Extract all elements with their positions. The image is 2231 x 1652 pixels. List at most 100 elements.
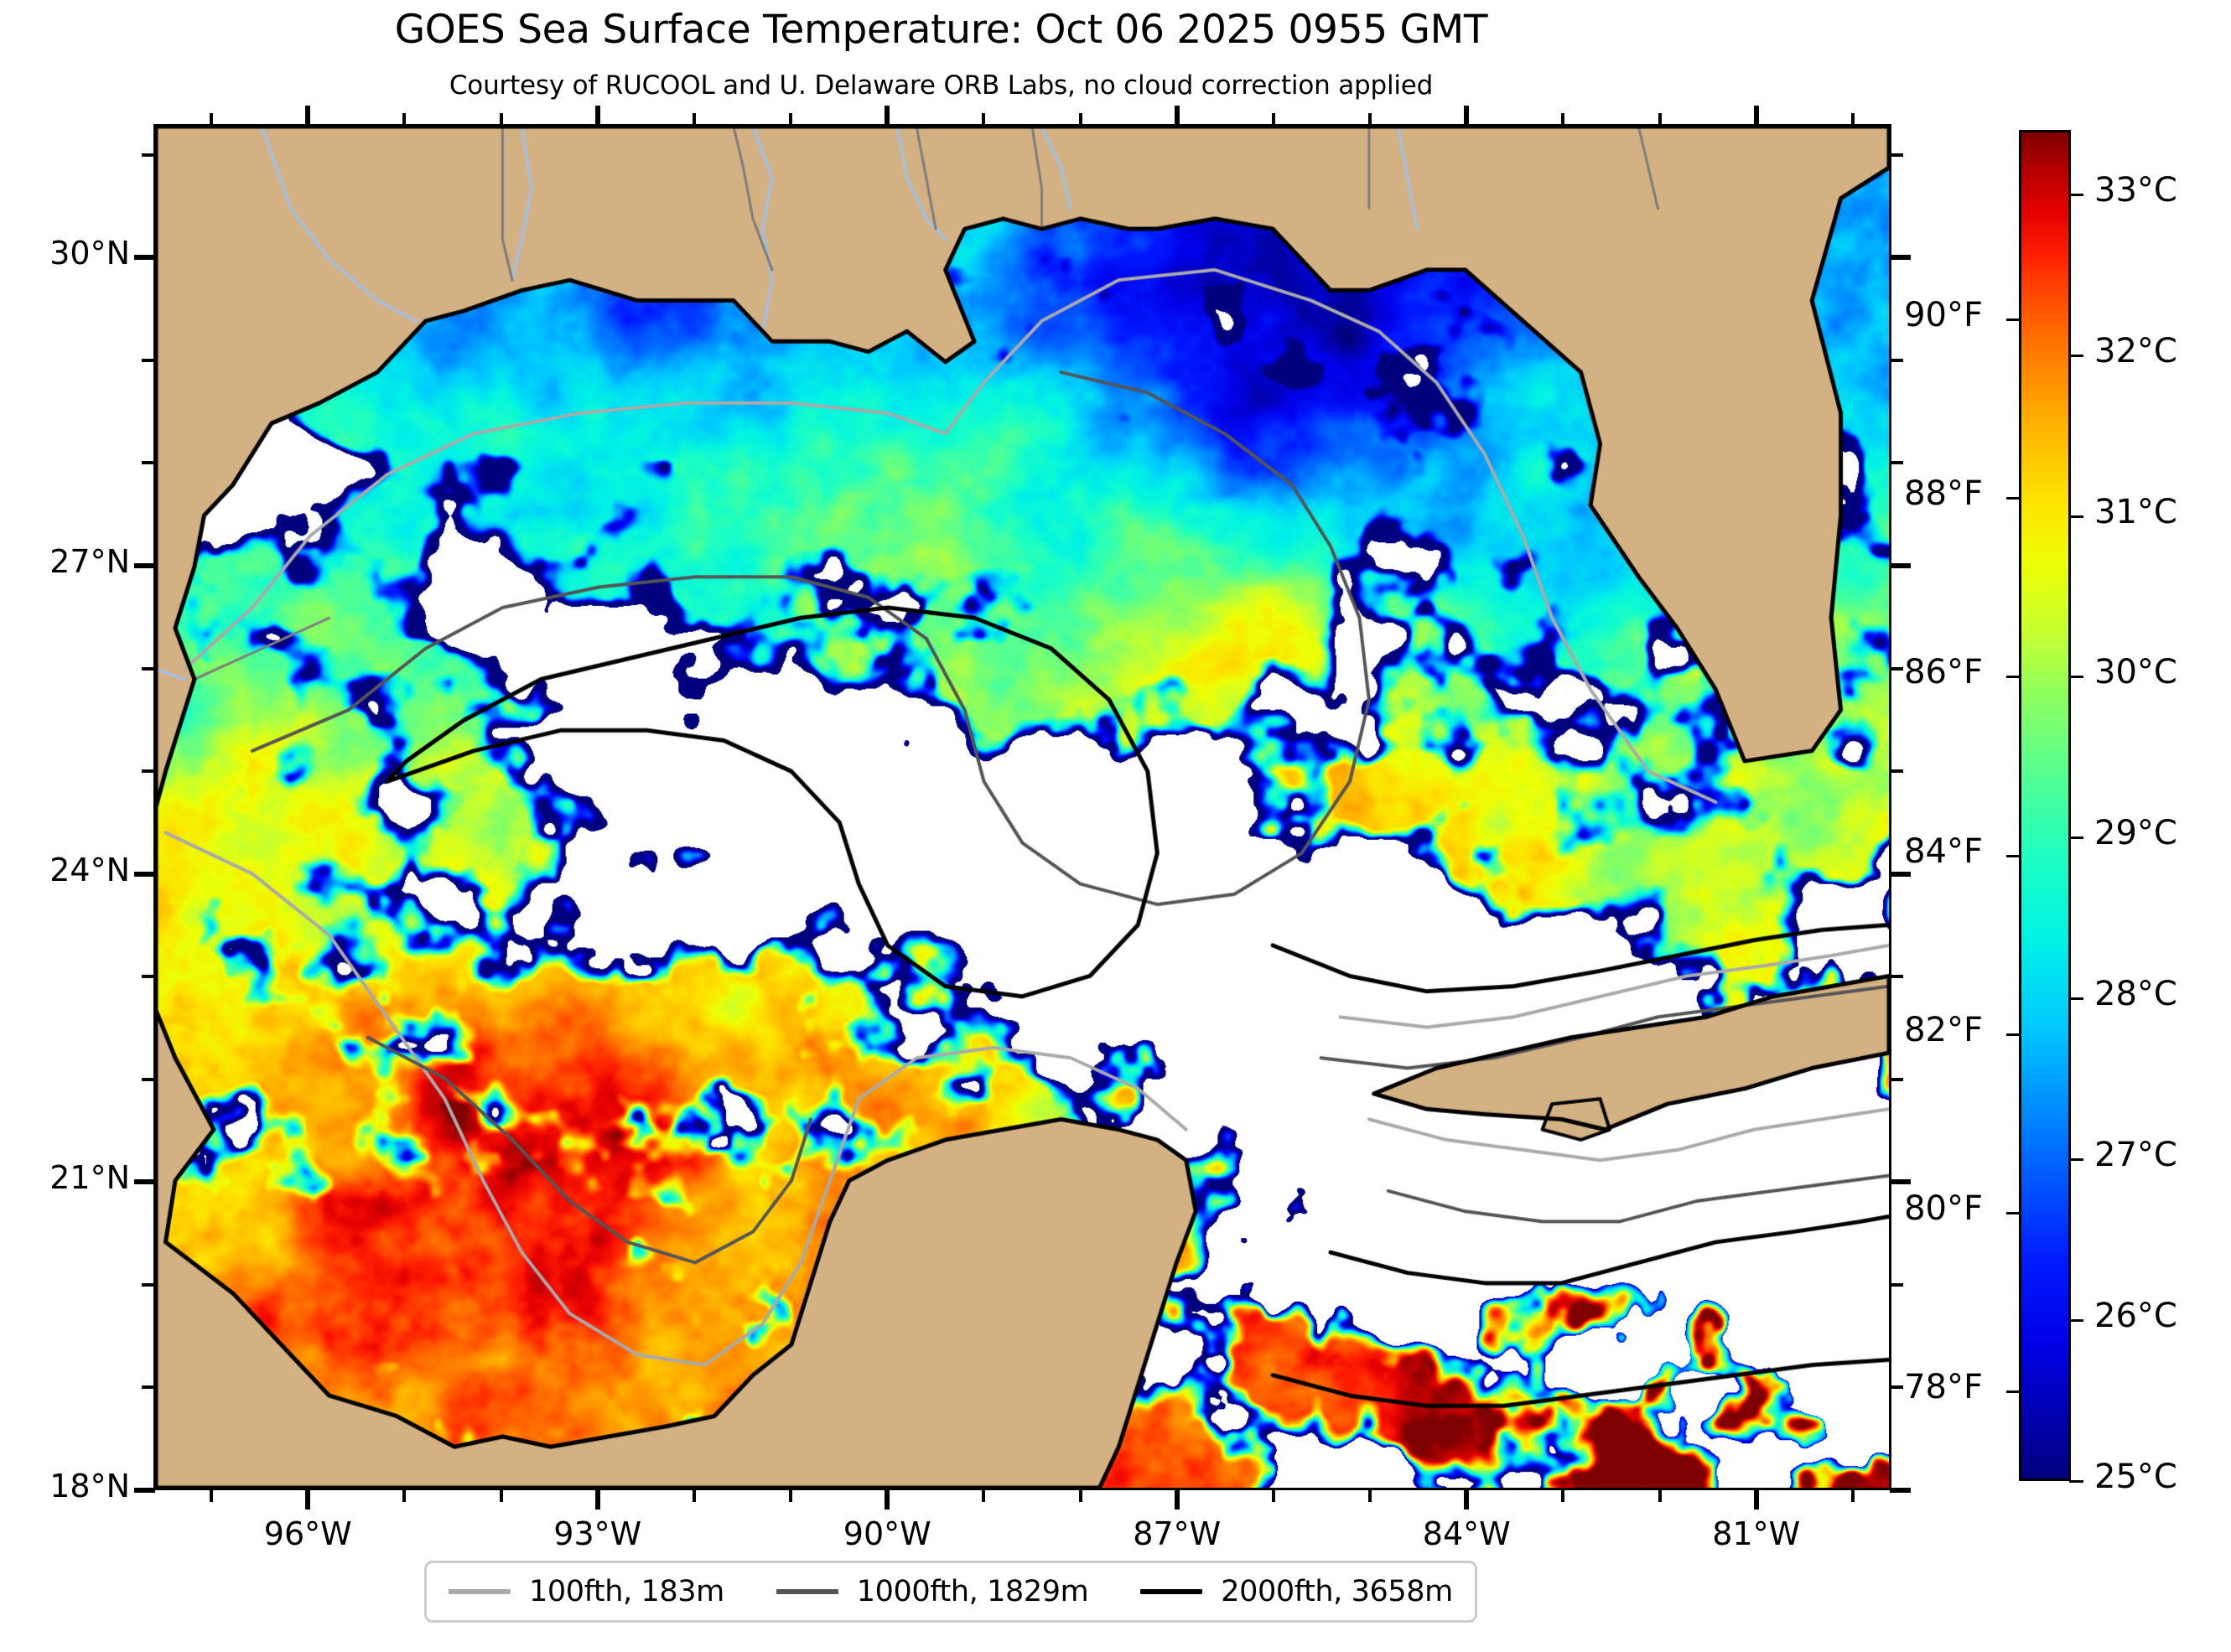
page-subtitle: Courtesy of RUCOOL and U. Delaware ORB L… <box>449 70 1434 101</box>
lon-tick-major <box>1174 1489 1180 1510</box>
colorbar-label-fahrenheit: 78°F <box>1904 1368 1983 1407</box>
lat-tick-major <box>134 1488 155 1493</box>
lon-tick-minor <box>1271 1489 1275 1502</box>
lon-label: 93°W <box>553 1515 642 1552</box>
lat-tick-right-major <box>1890 1179 1911 1185</box>
lat-tick-minor <box>142 153 155 157</box>
lon-tick-minor <box>499 1489 503 1502</box>
legend-item-1000fth[interactable]: 1000fth, 1829m <box>776 1575 1089 1608</box>
colorbar-label-fahrenheit: 88°F <box>1904 474 1983 514</box>
lon-tick-top-minor <box>499 113 503 127</box>
colorbar-label-celsius: 25°C <box>2094 1458 2177 1496</box>
colorbar-tick-celsius <box>2069 836 2083 840</box>
lon-tick-top-major <box>1464 106 1470 127</box>
lon-tick-major <box>305 1489 311 1510</box>
lat-tick-right-minor <box>1890 461 1903 465</box>
colorbar-label-fahrenheit: 82°F <box>1904 1010 1983 1049</box>
lon-tick-major <box>1464 1489 1470 1510</box>
lat-tick-right-minor <box>1890 769 1903 774</box>
colorbar-tick-fahrenheit <box>2006 1390 2021 1394</box>
legend-item-2000fth[interactable]: 2000fth, 3658m <box>1140 1575 1453 1608</box>
bathymetry-legend: 100fth, 183m 1000fth, 1829m 2000fth, 365… <box>424 1561 1477 1623</box>
colorbar-label-celsius: 26°C <box>2094 1297 2177 1336</box>
colorbar-tick-celsius <box>2069 1319 2083 1323</box>
colorbar-label-celsius: 33°C <box>2094 170 2177 210</box>
lon-tick-minor <box>1850 1489 1855 1502</box>
lat-tick-minor <box>142 358 155 362</box>
lon-tick-top-minor <box>1658 113 1662 127</box>
lon-label: 90°W <box>843 1515 931 1552</box>
lon-tick-minor <box>1368 1489 1372 1502</box>
colorbar-label-fahrenheit: 86°F <box>1904 653 1983 692</box>
lat-tick-minor <box>142 666 155 671</box>
colorbar-tick-celsius <box>2069 193 2083 196</box>
page-title: GOES Sea Surface Temperature: Oct 06 202… <box>394 7 1488 53</box>
lat-label: 21°N <box>49 1159 130 1197</box>
lon-tick-top-minor <box>1271 113 1275 127</box>
legend-item-100fth[interactable]: 100fth, 183m <box>449 1575 724 1608</box>
colorbar-tick-celsius <box>2069 676 2083 679</box>
lat-tick-right-minor <box>1890 1385 1903 1390</box>
legend-label-2000fth: 2000fth, 3658m <box>1221 1575 1453 1608</box>
colorbar-tick-celsius <box>2069 1480 2083 1483</box>
lon-tick-top-minor <box>402 113 407 127</box>
lon-tick-minor <box>692 1489 696 1502</box>
lat-tick-right-minor <box>1890 153 1903 157</box>
colorbar-tick-celsius <box>2069 515 2083 518</box>
sst-heatmap-canvas <box>156 127 1889 1488</box>
colorbar-label-celsius: 29°C <box>2094 814 2177 853</box>
lat-tick-major <box>134 1179 155 1185</box>
lon-label: 81°W <box>1712 1515 1801 1552</box>
colorbar-label-fahrenheit: 80°F <box>1904 1189 1983 1229</box>
colorbar-tick-fahrenheit <box>2006 497 2021 500</box>
colorbar-label-celsius: 27°C <box>2094 1136 2177 1175</box>
lon-tick-major <box>1753 1489 1759 1510</box>
lon-tick-minor <box>402 1489 407 1502</box>
lat-tick-right-minor <box>1890 975 1903 979</box>
lat-label: 24°N <box>49 851 130 888</box>
lat-tick-major <box>134 562 155 568</box>
legend-line-2000fth <box>1140 1589 1203 1594</box>
colorbar-label-celsius: 28°C <box>2094 975 2177 1014</box>
legend-label-100fth: 100fth, 183m <box>529 1575 724 1608</box>
sst-map-plot-area[interactable] <box>153 124 1891 1490</box>
lat-tick-right-minor <box>1890 358 1903 362</box>
colorbar-tick-celsius <box>2069 997 2083 1001</box>
lon-tick-minor <box>1561 1489 1565 1502</box>
lon-label: 96°W <box>263 1515 352 1552</box>
lon-tick-major <box>594 1489 600 1510</box>
lon-tick-top-major <box>1174 106 1180 127</box>
lat-tick-minor <box>142 769 155 774</box>
lat-tick-right-major <box>1890 562 1911 568</box>
lon-tick-top-minor <box>1368 113 1372 127</box>
colorbar-label-fahrenheit: 90°F <box>1904 296 1983 335</box>
lon-tick-major <box>885 1489 890 1510</box>
colorbar-label-celsius: 30°C <box>2094 653 2177 692</box>
lon-tick-top-minor <box>210 113 214 127</box>
lat-label: 27°N <box>49 542 130 580</box>
lon-tick-top-minor <box>789 113 793 127</box>
lat-tick-minor <box>142 461 155 465</box>
lat-tick-right-minor <box>1890 666 1903 671</box>
lon-label: 84°W <box>1422 1515 1511 1552</box>
lon-tick-top-minor <box>982 113 986 127</box>
legend-label-1000fth: 1000fth, 1829m <box>856 1575 1089 1608</box>
lat-tick-minor <box>142 1077 155 1081</box>
lat-tick-right-major <box>1890 871 1911 877</box>
lat-tick-major <box>134 255 155 261</box>
colorbar-label-celsius: 31°C <box>2094 492 2177 531</box>
lat-tick-major <box>134 871 155 877</box>
colorbar-tick-celsius <box>2069 1158 2083 1162</box>
lon-tick-top-major <box>305 106 311 127</box>
lon-tick-top-minor <box>1561 113 1565 127</box>
colorbar-tick-fahrenheit <box>2006 854 2021 857</box>
lon-tick-top-major <box>885 106 890 127</box>
lon-tick-minor <box>210 1489 214 1502</box>
lat-label: 18°N <box>49 1468 130 1504</box>
lat-label: 30°N <box>49 235 130 272</box>
lat-tick-right-major <box>1890 255 1911 261</box>
lat-tick-right-minor <box>1890 1282 1903 1287</box>
lon-tick-minor <box>982 1489 986 1502</box>
lon-tick-minor <box>789 1489 793 1502</box>
lon-tick-minor <box>1658 1489 1662 1502</box>
